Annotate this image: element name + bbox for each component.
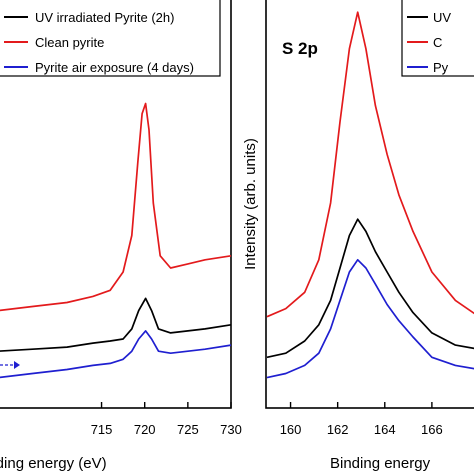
- s2p-series-group: [266, 11, 474, 379]
- fe2p-x-tick-label-3: 730: [220, 422, 242, 437]
- s2p-legend-box: [401, 0, 474, 77]
- s2p-panel-title: S 2p: [282, 39, 318, 58]
- dashed-arrow-annotation: [0, 361, 20, 369]
- fe2p-series-line-0: [0, 102, 232, 312]
- fe2p-x-ticks: 715 720 725 730: [91, 402, 242, 437]
- s2p-series-line-2: [266, 258, 474, 379]
- fe2p-legend-box: [0, 0, 221, 77]
- fe2p-series-group: [0, 102, 232, 379]
- s2p-plot-frame: [265, 0, 474, 409]
- fe2p-x-tick-label-1: 720: [134, 422, 156, 437]
- fe2p-series-line-1: [0, 297, 232, 352]
- s2p-x-tick-label-1: 162: [327, 422, 349, 437]
- dashed-arrow-head: [14, 361, 20, 369]
- fe2p-legend: UV irradiated Pyrite (2h) Clean pyrite P…: [0, 0, 221, 77]
- s2p-legend-label-2: Py: [433, 60, 449, 75]
- fe2p-x-tick-label-0: 715: [91, 422, 113, 437]
- s2p-x-ticks: 160 162 164 166: [280, 402, 443, 437]
- s2p-legend-label-0: UV: [433, 10, 451, 25]
- fe2p-legend-label-2: Pyrite air exposure (4 days): [35, 60, 194, 75]
- s2p-legend-label-1: C: [433, 35, 442, 50]
- s2p-legend: UV C Py: [401, 0, 474, 77]
- s2p-y-axis-title: Intensity (arb. units): [242, 138, 259, 270]
- fe2p-legend-label-1: Clean pyrite: [35, 35, 104, 50]
- fe2p-plot-frame: [0, 0, 232, 409]
- s2p-series-line-1: [266, 218, 474, 359]
- s2p-panel: 160 162 164 166 Binding energy Intensity (a…: [242, 0, 474, 472]
- s2p-x-tick-label-3: 166: [421, 422, 443, 437]
- s2p-series-line-0: [266, 11, 474, 318]
- s2p-x-tick-label-0: 160: [280, 422, 302, 437]
- fe2p-x-tick-label-2: 725: [177, 422, 199, 437]
- fe2p-panel: 715 720 725 730 Binding energy (eV) UV irra…: [0, 0, 242, 472]
- s2p-x-axis-title: Binding energy: [330, 455, 431, 472]
- fe2p-x-axis-title: Binding energy (eV): [0, 455, 107, 472]
- fe2p-series-line-2: [0, 330, 232, 379]
- s2p-x-tick-label-2: 164: [374, 422, 396, 437]
- fe2p-legend-label-0: UV irradiated Pyrite (2h): [35, 10, 174, 25]
